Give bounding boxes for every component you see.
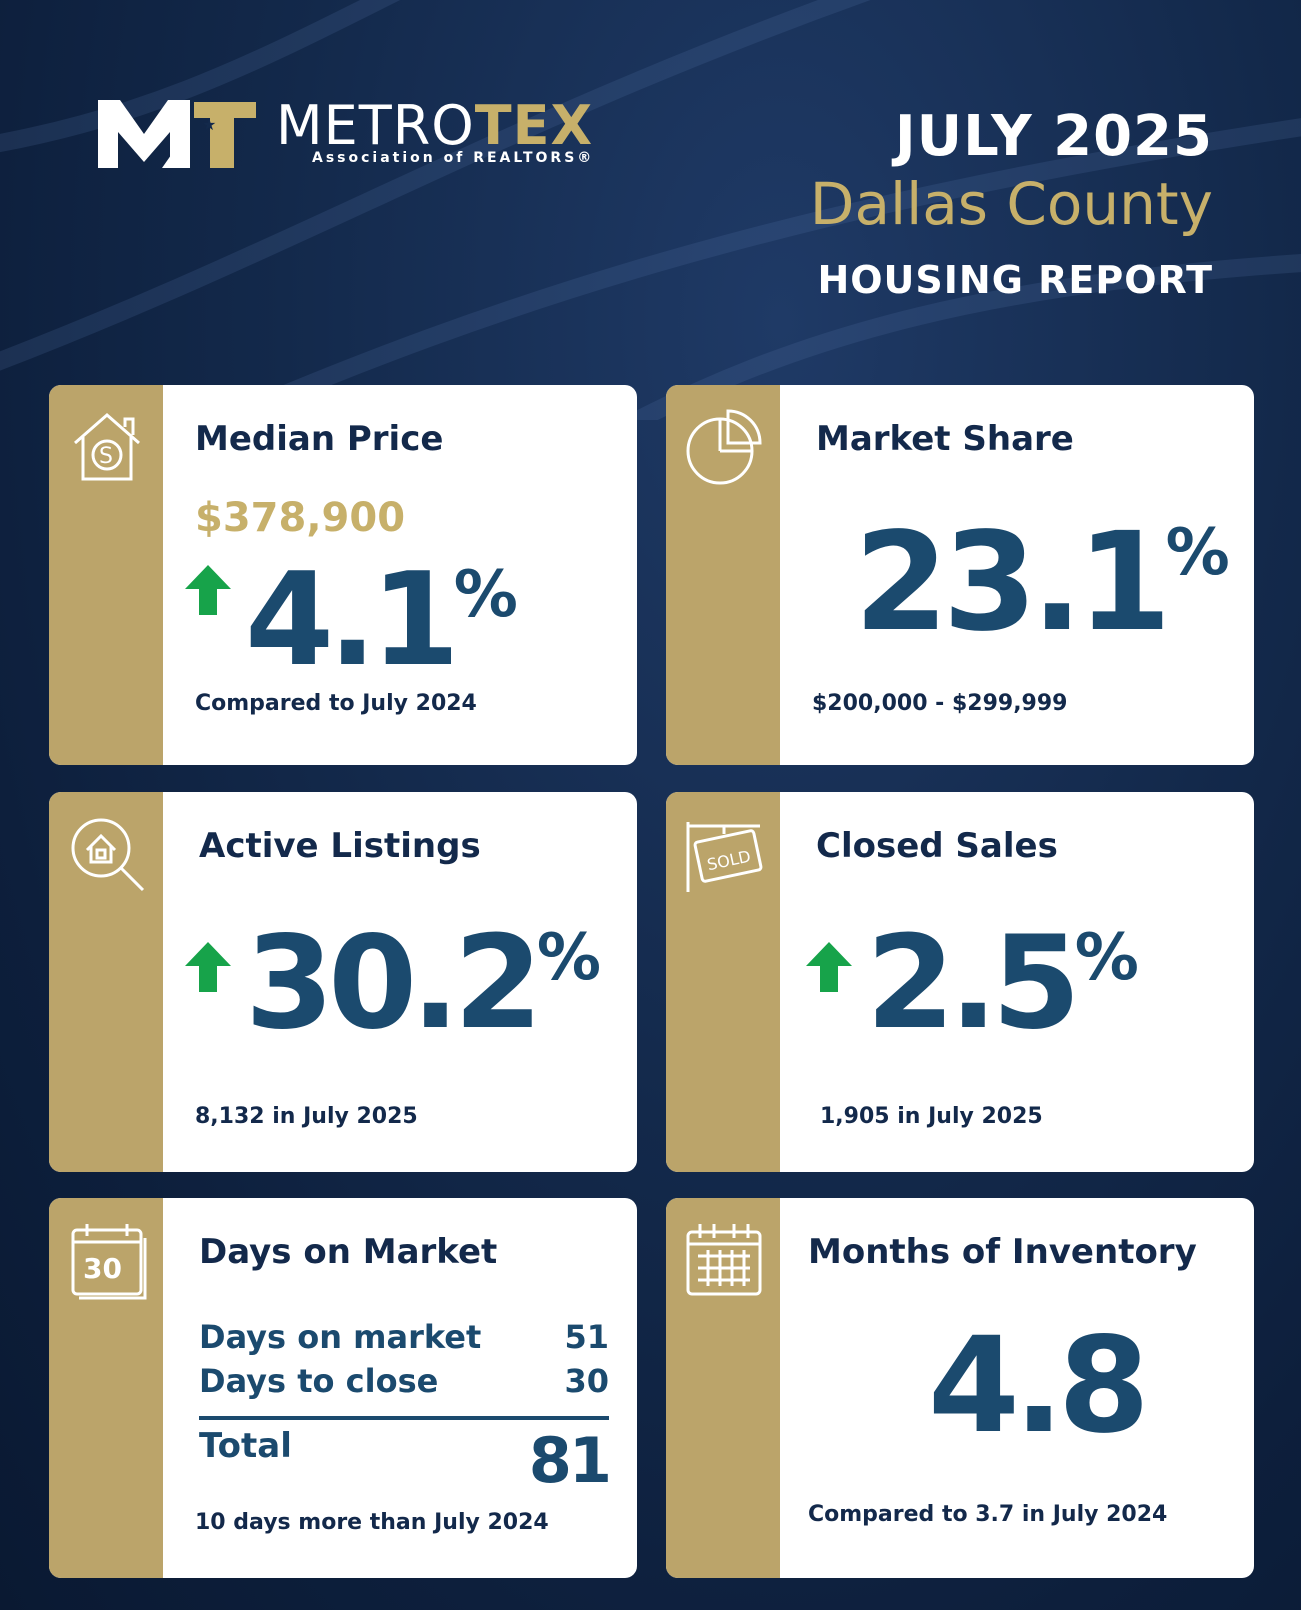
card-caption: 1,905 in July 2025 bbox=[820, 1104, 1043, 1129]
svg-text:S: S bbox=[99, 444, 113, 469]
active-listings-stat: 30.2% bbox=[245, 920, 601, 1048]
metrotex-logo: ★ METROTEX Association of REALTORS® bbox=[98, 96, 618, 176]
sold-sign-icon: SOLD bbox=[686, 822, 763, 892]
calendar-grid-icon bbox=[686, 1224, 762, 1296]
card-band bbox=[666, 792, 780, 1172]
logo-subtitle: Association of REALTORS® bbox=[312, 150, 595, 166]
card-title: Days on Market bbox=[199, 1232, 498, 1272]
logo-tex: TEX bbox=[474, 94, 594, 157]
row-label: Days to close bbox=[199, 1362, 439, 1400]
active-listings-card: Active Listings 30.2% 8,132 in July 2025 bbox=[49, 792, 637, 1172]
report-title: HOUSING REPORT bbox=[817, 258, 1213, 302]
median-price-card: S Median Price $378,900 4.1% Compared to… bbox=[49, 385, 637, 765]
percent-sign: % bbox=[453, 558, 518, 632]
house-search-icon bbox=[71, 818, 145, 892]
days-on-market-card: 30 Days on Market Days on market 51 Days … bbox=[49, 1198, 637, 1578]
price-range-caption: $200,000 - $299,999 bbox=[812, 691, 1068, 716]
closed-sales-stat: 2.5% bbox=[866, 920, 1139, 1048]
months-of-inventory-card: Months of Inventory 4.8 Compared to 3.7 … bbox=[666, 1198, 1254, 1578]
report-month: JULY 2025 bbox=[894, 104, 1213, 169]
card-caption: 10 days more than July 2024 bbox=[195, 1510, 549, 1535]
active-listings-change: 30.2 bbox=[245, 909, 543, 1058]
median-change-stat: 4.1% bbox=[245, 557, 518, 685]
closed-sales-card: SOLD Closed Sales 2.5% 1,905 in July 202… bbox=[666, 792, 1254, 1172]
svg-text:30: 30 bbox=[83, 1252, 122, 1285]
county-name: Dallas County bbox=[809, 170, 1213, 238]
days-on-market-row: Days on market 51 bbox=[199, 1318, 609, 1356]
card-band bbox=[666, 385, 780, 765]
closed-sales-change: 2.5 bbox=[866, 909, 1081, 1058]
percent-sign: % bbox=[1165, 516, 1230, 590]
mt-logo-mark-icon: ★ bbox=[98, 100, 256, 168]
percent-sign: % bbox=[536, 921, 601, 995]
market-share-stat: 23.1% bbox=[854, 515, 1230, 651]
market-share-value: 23.1 bbox=[854, 504, 1172, 662]
median-price-value: $378,900 bbox=[195, 495, 406, 541]
pie-chart-icon bbox=[686, 409, 762, 485]
up-arrow-icon bbox=[185, 942, 231, 992]
logo-wordmark: METROTEX bbox=[276, 96, 593, 156]
house-dollar-icon: S bbox=[74, 413, 140, 481]
svg-text:★: ★ bbox=[202, 115, 216, 134]
card-title: Active Listings bbox=[199, 826, 481, 866]
up-arrow-icon bbox=[806, 942, 852, 992]
card-title: Median Price bbox=[195, 419, 444, 459]
up-arrow-icon bbox=[185, 565, 231, 615]
card-title: Market Share bbox=[816, 419, 1074, 459]
median-change-value: 4.1 bbox=[245, 546, 460, 695]
total-divider bbox=[199, 1416, 609, 1420]
calendar-30-icon: 30 bbox=[71, 1224, 147, 1300]
row-label: Days on market bbox=[199, 1318, 482, 1356]
days-to-close-row: Days to close 30 bbox=[199, 1362, 609, 1400]
percent-sign: % bbox=[1074, 921, 1139, 995]
card-caption: Compared to July 2024 bbox=[195, 691, 477, 716]
total-label: Total bbox=[199, 1426, 292, 1466]
svg-text:SOLD: SOLD bbox=[705, 847, 752, 875]
card-title: Closed Sales bbox=[816, 826, 1058, 866]
card-title: Months of Inventory bbox=[808, 1232, 1197, 1272]
card-band bbox=[49, 385, 163, 765]
card-caption: 8,132 in July 2025 bbox=[195, 1104, 418, 1129]
market-share-card: Market Share 23.1% $200,000 - $299,999 bbox=[666, 385, 1254, 765]
months-of-inventory-value: 4.8 bbox=[928, 1309, 1150, 1463]
card-caption: Compared to 3.7 in July 2024 bbox=[808, 1502, 1168, 1527]
row-value: 30 bbox=[564, 1362, 609, 1400]
total-value: 81 bbox=[528, 1424, 612, 1497]
row-value: 51 bbox=[564, 1318, 609, 1356]
logo-metro: METRO bbox=[276, 94, 475, 157]
